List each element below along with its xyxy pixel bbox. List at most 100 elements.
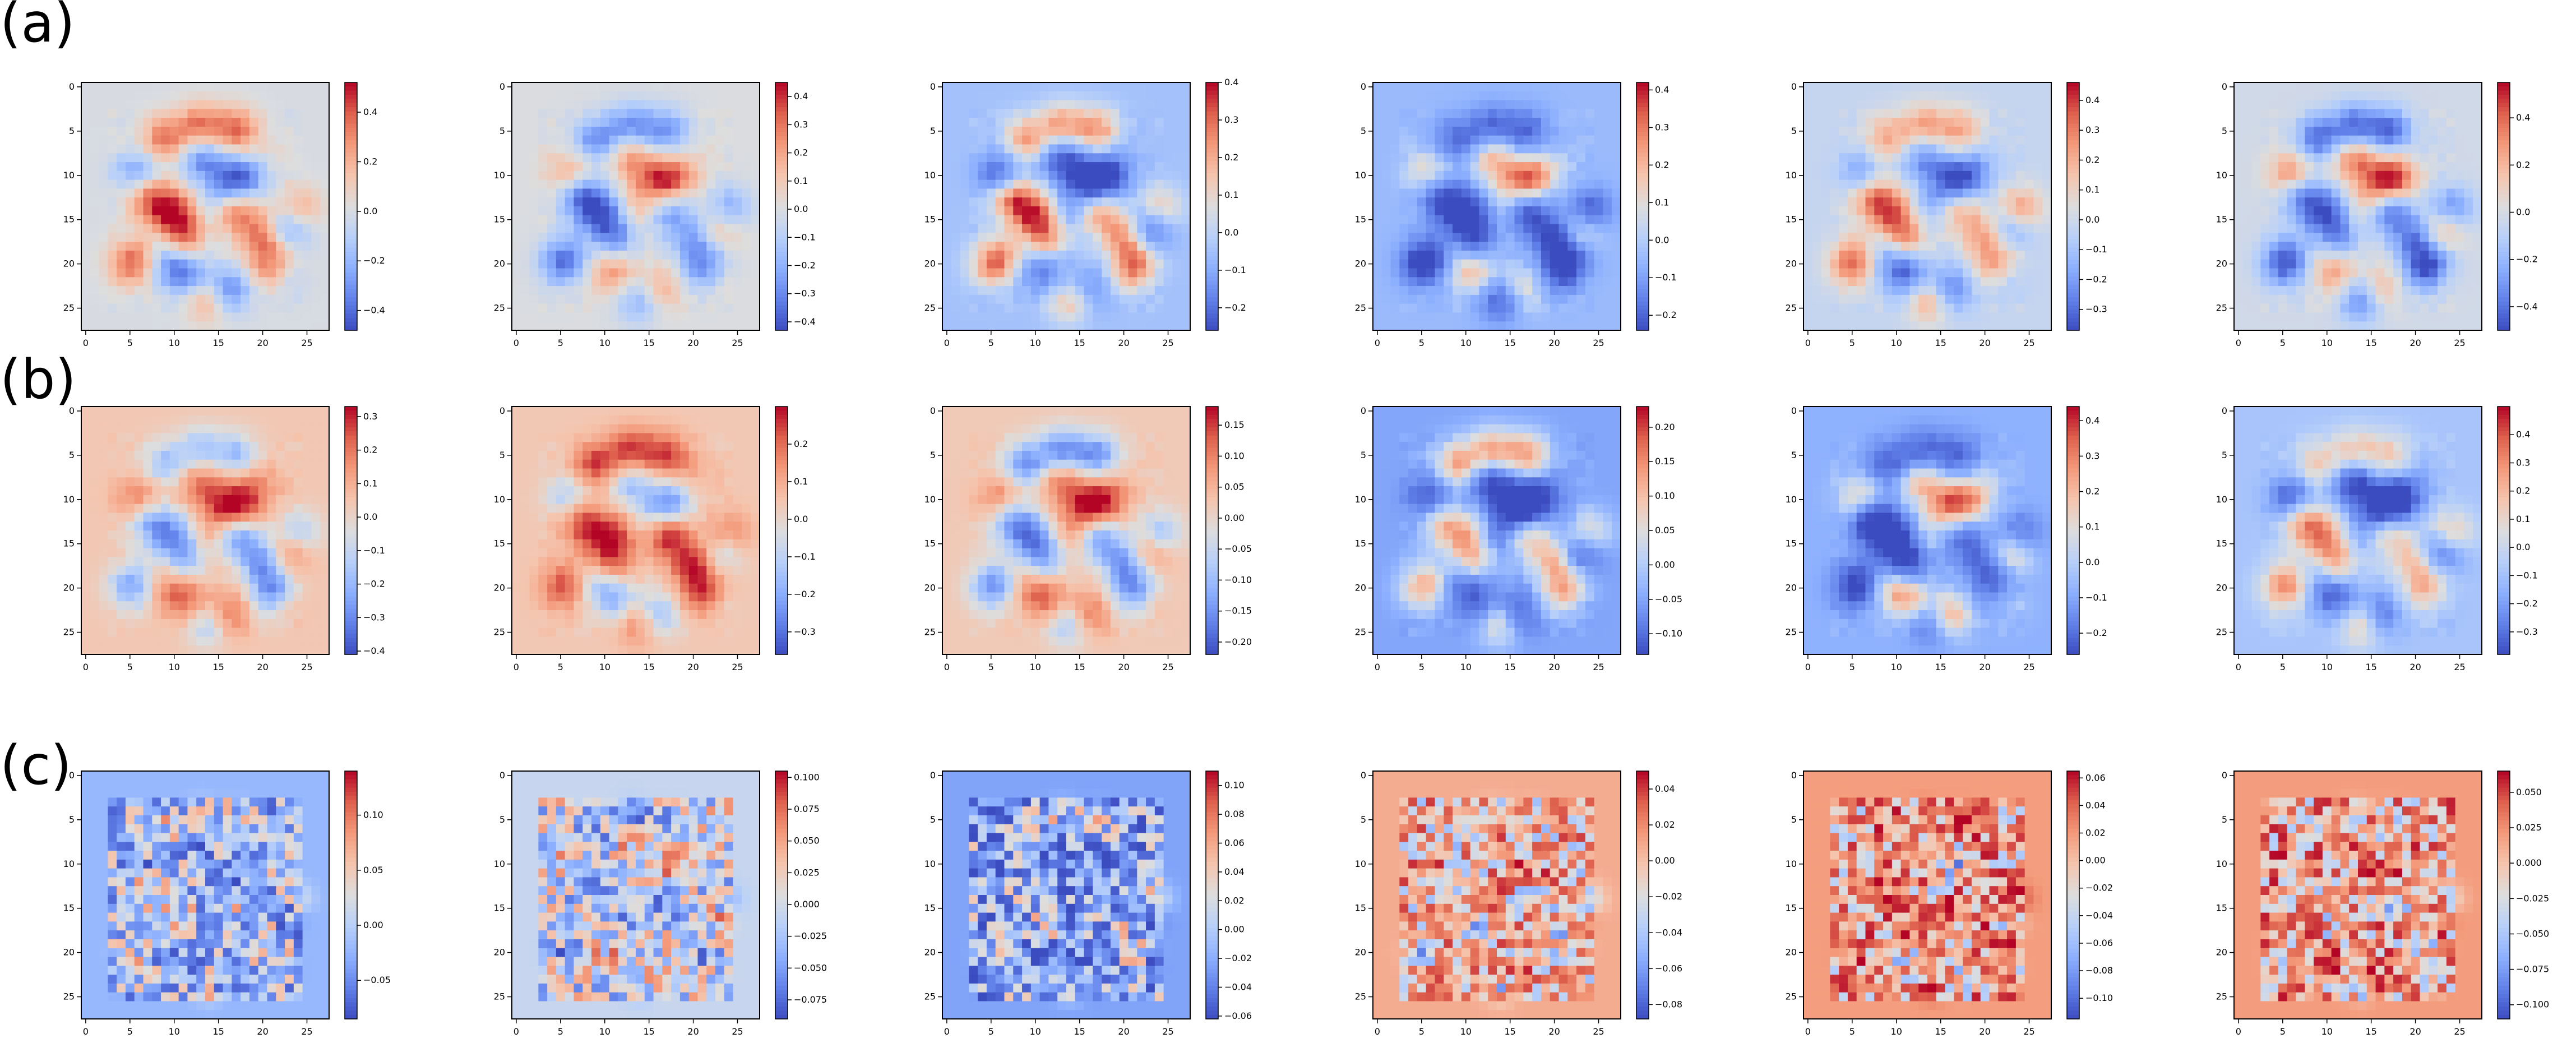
heatmap-cell (1453, 268, 1462, 278)
heatmap-cell (2438, 109, 2447, 118)
heatmap-cell (1865, 303, 1875, 313)
heatmap-cell (2349, 179, 2358, 190)
heatmap-cell (1523, 303, 1533, 313)
heatmap-cell (1102, 100, 1111, 109)
heatmap-cell (249, 242, 259, 251)
heatmap-cell (653, 215, 663, 225)
heatmap-cell (529, 170, 539, 181)
heatmap-cell (1057, 153, 1067, 163)
heatmap-cell (1847, 91, 1857, 101)
heatmap-cell (241, 303, 250, 313)
heatmap-cell (627, 91, 636, 101)
heatmap-cell (512, 294, 521, 304)
heatmap-cell (1874, 312, 1884, 322)
heatmap-cell (1102, 109, 1111, 118)
heatmap-cell (99, 135, 108, 145)
heatmap-cell (1963, 321, 1972, 331)
heatmap-cell (1172, 303, 1182, 313)
heatmap-cell (117, 162, 126, 172)
heatmap-cell (81, 312, 91, 322)
heatmap-cell (1039, 250, 1049, 260)
heatmap-cell (1444, 144, 1453, 154)
heatmap-cell (2340, 162, 2350, 172)
heatmap-cell (178, 153, 188, 163)
colorbar-segment (1206, 276, 1218, 282)
heatmap-cell (241, 215, 250, 225)
heatmap-cell (1865, 109, 1875, 118)
heatmap-cell (1980, 118, 1990, 127)
heatmap-cell (1505, 312, 1515, 322)
heatmap-cell (2033, 233, 2043, 242)
heatmap-cell (249, 144, 259, 154)
heatmap-cell (706, 268, 716, 278)
heatmap-cell (1603, 259, 1612, 269)
heatmap-cell (1154, 188, 1164, 198)
heatmap-cell (1963, 170, 1972, 181)
heatmap-cell (1883, 250, 1893, 260)
heatmap-cell (178, 170, 188, 181)
heatmap-cell (986, 91, 996, 101)
heatmap-cell (2446, 82, 2456, 92)
heatmap-cell (644, 153, 654, 163)
heatmap-cell (90, 91, 100, 101)
heatmap-cell (285, 162, 294, 172)
heatmap-cell (1971, 144, 1981, 154)
heatmap-cell (302, 250, 312, 260)
heatmap-cell (1865, 268, 1875, 278)
heatmap-cell (90, 197, 100, 207)
heatmap-cell (134, 242, 144, 251)
heatmap-cell (1963, 126, 1972, 136)
heatmap-cell (1435, 321, 1444, 331)
heatmap-cell (951, 233, 961, 242)
heatmap-cell (1963, 268, 1972, 278)
heatmap-cell (565, 277, 575, 287)
heatmap-cell (293, 250, 303, 260)
heatmap-cell (1883, 188, 1893, 198)
heatmap-cell (1891, 179, 1902, 190)
heatmap-cell (2033, 321, 2043, 331)
colorbar-tick-label: 0.4 (2085, 95, 2099, 105)
heatmap-cell (1567, 153, 1577, 163)
heatmap-cell (161, 91, 170, 101)
heatmap-cell (1989, 109, 1999, 118)
heatmap-cell (134, 206, 144, 216)
heatmap-cell (2366, 233, 2376, 242)
heatmap-cell (706, 188, 716, 198)
colorbar-segment (775, 252, 788, 256)
panel-1-3: 0 5 10 15 20 2505101520250.40.30.20.10.0−0.1−… (924, 77, 1246, 348)
heatmap-cell (600, 91, 610, 101)
heatmap-cell (520, 277, 530, 287)
heatmap-cell (960, 91, 969, 101)
heatmap-cell (2420, 153, 2429, 163)
heatmap-cell (960, 170, 969, 181)
heatmap-cell (1874, 303, 1884, 313)
colorbar-segment (1206, 86, 1218, 91)
heatmap-cell (1963, 242, 1972, 251)
heatmap-cell (2234, 197, 2244, 207)
colorbar-segment (1206, 111, 1218, 116)
heatmap-cell (1954, 303, 1963, 313)
heatmap-cell (1004, 197, 1014, 207)
heatmap-cell (679, 268, 690, 278)
heatmap-cell (241, 82, 250, 92)
heatmap-cell (951, 197, 961, 207)
colorbar-segment (775, 140, 788, 145)
heatmap-cell (293, 294, 303, 304)
heatmap-cell (1417, 144, 1427, 154)
colorbar-segment (1636, 115, 1649, 120)
heatmap-cell (1803, 268, 1813, 278)
heatmap-cell (960, 135, 969, 145)
heatmap-cell (1373, 126, 1382, 136)
heatmap-cell (1399, 312, 1409, 322)
heatmap-cell (942, 303, 952, 313)
heatmap-cell (1461, 277, 1471, 287)
heatmap-cell (1146, 100, 1155, 109)
heatmap-cell (320, 312, 330, 322)
heatmap-cell (1417, 135, 1427, 145)
heatmap-cell (1874, 82, 1884, 92)
heatmap-cell (1390, 82, 1400, 92)
heatmap-cell (960, 294, 969, 304)
heatmap-cell (1918, 188, 1928, 198)
heatmap-cell (2269, 224, 2279, 233)
heatmap-cell (2278, 197, 2288, 207)
